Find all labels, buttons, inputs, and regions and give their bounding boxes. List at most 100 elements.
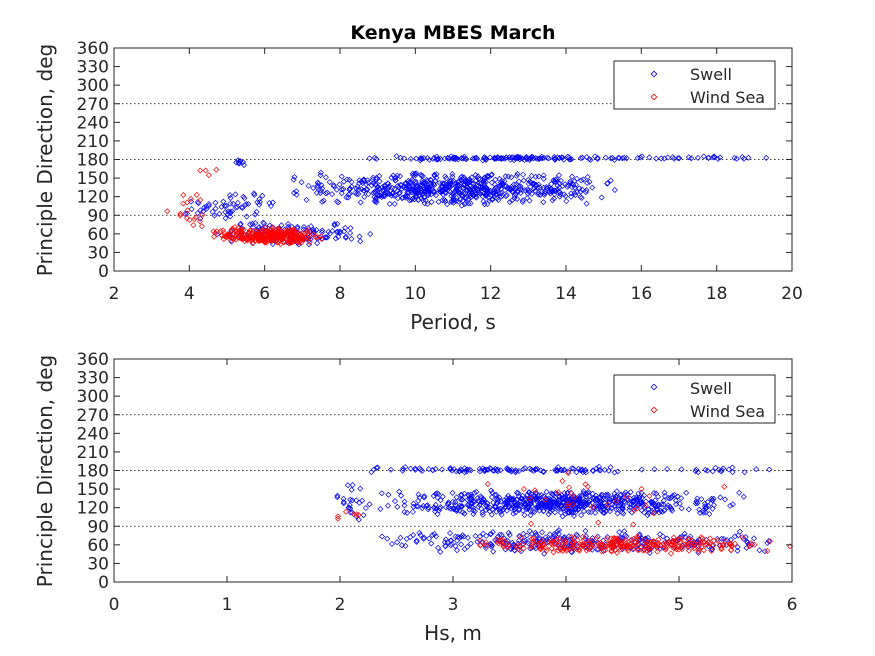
hs-point-swell [340,495,347,502]
period-point-swell [338,173,345,180]
period-point-swell [369,176,376,183]
period-point-swell [552,188,559,195]
period-point-swell [675,155,682,162]
period-point-swell [368,182,375,189]
period-point-swell [609,154,616,161]
hs-point-swell [626,504,633,511]
period-point-swell [513,154,520,161]
period-point-swell [653,155,660,162]
hs-point-swell [765,538,772,545]
period-point-wind-sea [224,232,231,239]
hs-point-swell [429,532,436,539]
hs-point-swell [720,535,727,542]
hs-point-wind-sea [707,535,714,542]
period-point-swell [433,192,440,199]
hs-point-swell [736,528,743,535]
period-point-swell [353,185,360,192]
period-point-swell [589,184,596,191]
period-point-swell [365,191,372,198]
period-point-swell [444,155,451,162]
period-legend: Swell Wind Sea [613,60,776,110]
hs-point-wind-sea [569,539,576,546]
period-point-swell [566,154,573,161]
hs-ytick-label: 360 [77,350,109,370]
period-point-wind-sea [262,224,269,231]
hs-point-swell [419,467,426,474]
period-point-swell [584,179,591,186]
period-point-swell [540,172,547,179]
period-point-swell [364,186,371,193]
hs-point-swell [449,498,456,505]
hs-point-wind-sea [635,542,642,549]
hs-point-swell [659,533,666,540]
hs-axes-box [113,358,793,583]
hs-point-swell [619,509,626,516]
hs-point-swell [693,498,700,505]
hs-point-wind-sea [353,511,360,518]
period-point-wind-sea [238,226,245,233]
hs-point-swell [476,465,483,472]
period-point-swell [476,189,483,196]
hs-point-swell [581,500,588,507]
period-point-swell [607,177,614,184]
hs-point-swell [546,495,553,502]
period-point-swell [577,155,584,162]
period-point-swell [494,195,501,202]
hs-point-swell [543,488,550,495]
hs-point-swell [454,547,461,554]
period-point-swell [329,191,336,198]
hs-point-swell [741,469,748,476]
hs-point-swell [702,466,709,473]
hs-point-wind-sea [583,547,590,554]
hs-point-wind-sea [641,543,648,550]
period-point-wind-sea [318,233,325,240]
hs-point-wind-sea [559,477,566,484]
hs-point-swell [497,467,504,474]
period-point-swell [447,181,454,188]
hs-point-swell [750,535,757,542]
period-point-swell [559,154,566,161]
period-point-swell [530,181,537,188]
period-point-swell [536,184,543,191]
period-xtick-label: 6 [259,284,270,304]
hs-point-swell [385,491,392,498]
hs-point-swell [592,509,599,516]
period-point-swell [489,190,496,197]
period-point-wind-sea [183,215,190,222]
hs-point-swell [661,489,668,496]
period-point-swell [405,177,412,184]
period-point-swell [318,182,325,189]
hs-point-swell [348,486,355,493]
period-point-swell [472,172,479,179]
period-point-swell [348,179,355,186]
period-point-swell [285,221,292,228]
period-point-swell [298,179,305,186]
period-point-swell [205,202,212,209]
period-point-swell [562,193,569,200]
hs-point-wind-sea [620,543,627,550]
hs-point-swell [535,503,542,510]
period-point-swell [194,198,201,205]
hs-point-swell [458,541,465,548]
hs-point-swell [480,530,487,537]
period-point-wind-sea [197,167,204,174]
hs-point-swell [420,535,427,542]
period-point-swell [427,180,434,187]
hs-point-wind-sea [571,535,578,542]
hs-point-swell [660,501,667,508]
hs-point-swell [508,496,515,503]
hs-point-swell [667,503,674,510]
hs-point-swell [524,491,531,498]
hs-point-swell [490,548,497,555]
period-point-swell [212,205,219,212]
hs-point-swell [547,509,554,516]
hs-point-wind-sea [667,550,674,557]
hs-point-swell [591,504,598,511]
period-point-swell [526,189,533,195]
hs-point-swell [417,466,424,473]
period-point-wind-sea [231,224,238,231]
hs-point-wind-sea [568,534,575,541]
hs-point-swell [607,508,614,515]
hs-point-wind-sea [532,487,538,494]
hs-point-swell [508,496,515,503]
